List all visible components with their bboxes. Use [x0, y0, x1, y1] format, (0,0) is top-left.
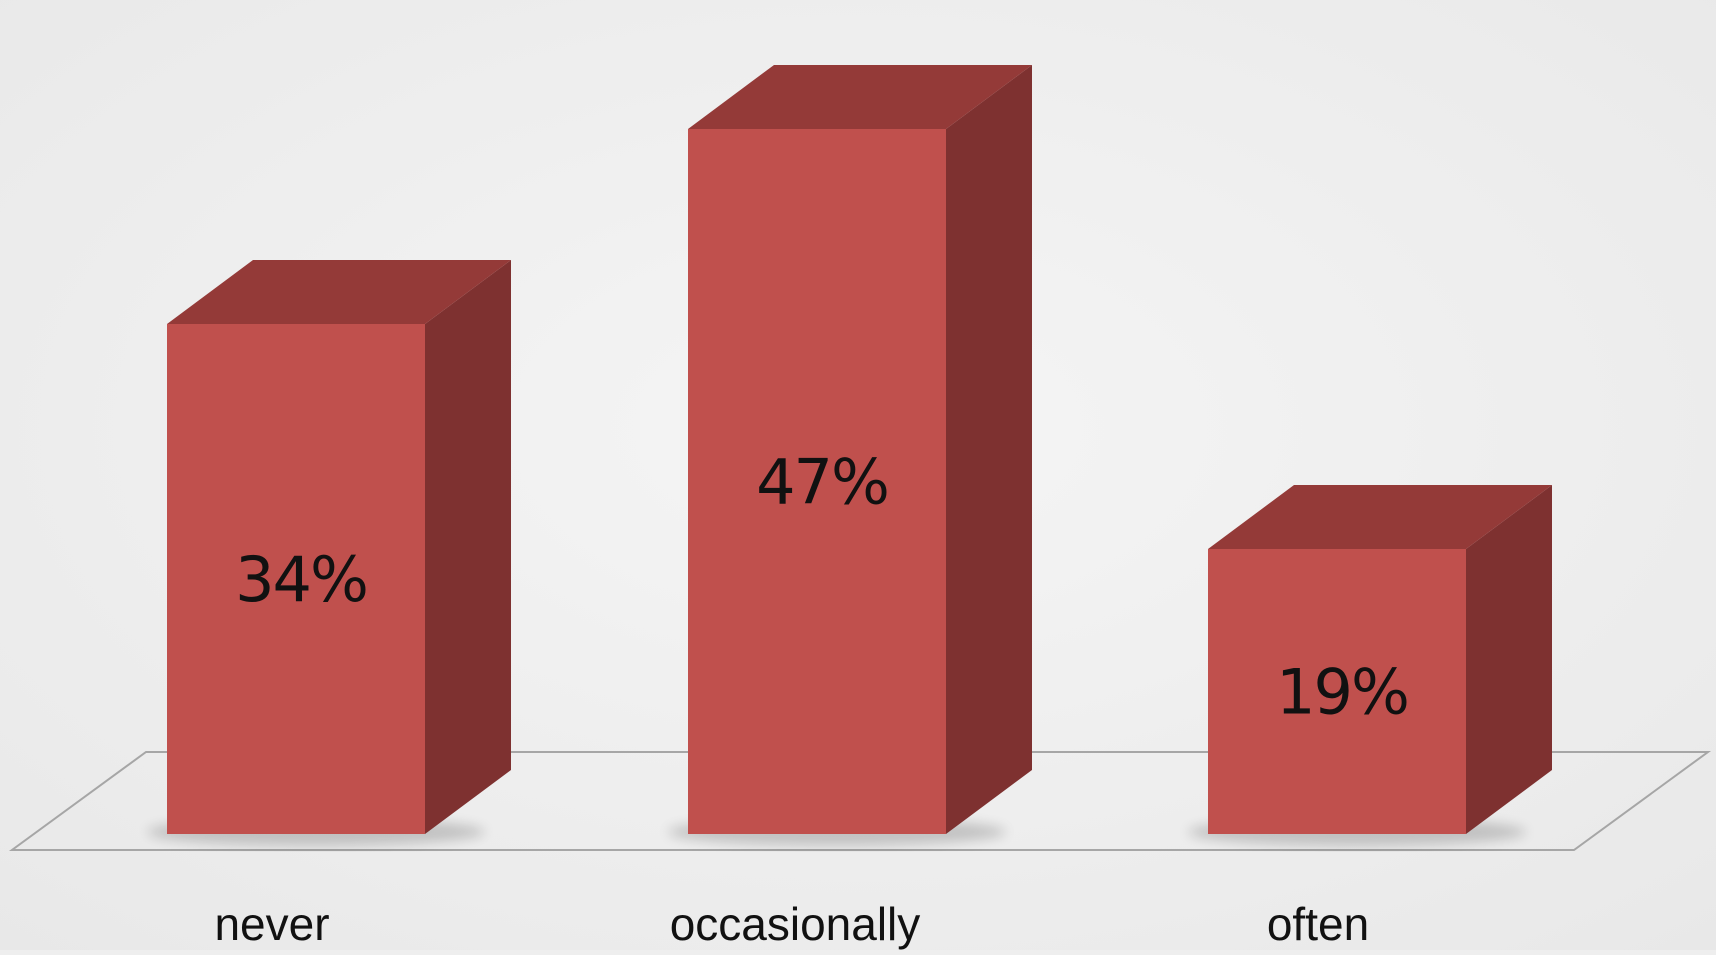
x-tick-label: often [1267, 898, 1369, 950]
bar-front-face [1208, 549, 1466, 834]
bar-top-face [1208, 485, 1552, 549]
bar-never [147, 260, 511, 846]
x-tick-label: occasionally [670, 898, 921, 950]
labels-layer: 34% never 47% occasionally 19% often [214, 446, 1409, 951]
bar-side-face [946, 65, 1032, 834]
bar-top-face [688, 65, 1032, 129]
bars-layer [147, 65, 1552, 846]
floor-plane [8, 751, 1712, 851]
bar-occasionally [668, 65, 1032, 846]
bar-often [1188, 485, 1552, 846]
bar-side-face [425, 260, 511, 834]
bar-front-face [688, 129, 946, 834]
bar-front-face [167, 324, 425, 834]
data-label: 47% [756, 446, 888, 519]
bar-top-face [167, 260, 511, 324]
data-label: 19% [1276, 656, 1408, 729]
bar-side-face [1466, 485, 1552, 834]
x-tick-label: never [214, 898, 329, 950]
data-label: 34% [235, 543, 367, 616]
